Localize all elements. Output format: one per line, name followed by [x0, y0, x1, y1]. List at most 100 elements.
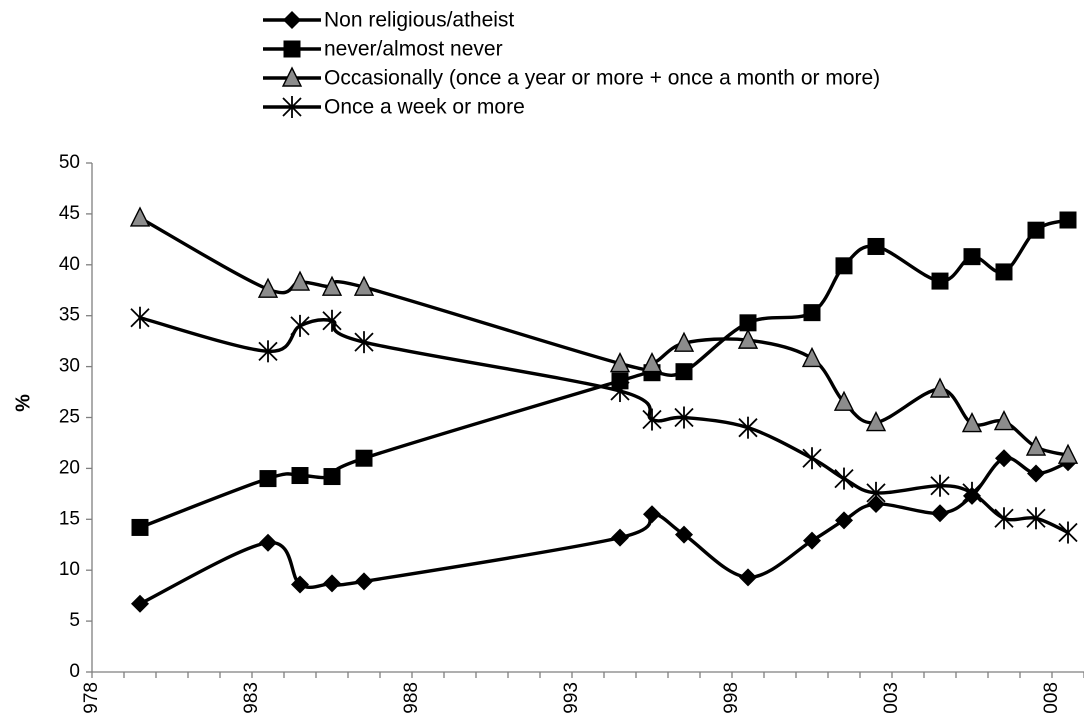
data-point-triangle [993, 410, 1015, 431]
legend: Non religious/atheist never/almost never O… [263, 9, 880, 119]
x-tick-label: 1983 [241, 682, 262, 713]
legend-label: Occasionally (once a year or more + once… [324, 67, 880, 90]
legend-label: Non religious/atheist [324, 9, 514, 32]
axes: 0 5 10 15 20 25 30 35 40 45 50 1978 1983 1988 1993 199… [12, 152, 1084, 713]
data-point-diamond [675, 525, 693, 544]
data-point-square [131, 518, 149, 536]
data-point-asterisk [994, 507, 1014, 530]
data-point-asterisk [258, 340, 278, 363]
data-point-diamond [867, 495, 885, 514]
x-ticks: 1978 1983 1988 1993 1998 2003 2008 [81, 672, 1084, 713]
x-tick-label: 1993 [561, 682, 582, 713]
data-point-triangle [673, 331, 695, 352]
y-tick-label: 10 [59, 559, 80, 580]
y-tick-label: 35 [59, 305, 80, 326]
data-point-square [835, 257, 853, 275]
y-axis-title: % [12, 394, 34, 412]
data-point-diamond [291, 575, 309, 594]
y-tick-label: 25 [59, 407, 80, 428]
data-point-triangle [737, 328, 759, 349]
y-tick-label: 20 [59, 457, 80, 478]
x-tick-label: 1978 [81, 682, 102, 713]
y-ticks: 0 5 10 15 20 25 30 35 40 45 50 [59, 152, 92, 682]
data-point-diamond [835, 511, 853, 530]
data-point-diamond [611, 528, 629, 547]
data-point-asterisk [610, 380, 630, 403]
series-line [138, 456, 1070, 606]
series-triangle [129, 206, 1079, 464]
data-point-square [355, 449, 373, 467]
legend-marker-asterisk [282, 96, 302, 118]
data-point-asterisk [354, 331, 374, 354]
y-tick-label: 45 [59, 203, 80, 224]
data-point-square [867, 237, 885, 255]
data-point-square [931, 272, 949, 290]
data-point-asterisk [738, 416, 758, 439]
data-point-triangle [353, 275, 375, 296]
y-tick-label: 40 [59, 254, 80, 275]
legend-entry: never/almost never [263, 38, 503, 61]
data-point-diamond [355, 572, 373, 591]
data-point-asterisk [642, 408, 662, 431]
series-asterisk [130, 306, 1078, 544]
legend-label: Once a week or more [324, 96, 525, 119]
data-point-square [291, 467, 309, 485]
legend-marker-diamond [283, 11, 301, 29]
data-point-square [803, 304, 821, 322]
legend-entry: Non religious/atheist [263, 9, 514, 32]
data-point-diamond [1027, 464, 1045, 483]
x-tick-label: 1988 [401, 682, 422, 713]
data-point-triangle [257, 277, 279, 298]
x-tick-label: 1998 [721, 682, 742, 713]
data-point-triangle [929, 377, 951, 398]
data-point-diamond [259, 533, 277, 552]
data-point-triangle [961, 412, 983, 433]
data-point-triangle [641, 351, 663, 373]
data-point-triangle [833, 390, 855, 411]
data-point-asterisk [930, 474, 950, 497]
legend-marker-triangle [281, 66, 303, 87]
legend-marker-square [283, 40, 301, 58]
data-point-square [1059, 211, 1077, 229]
data-point-triangle [1057, 443, 1079, 464]
data-point-diamond [995, 449, 1013, 468]
data-point-triangle [609, 351, 631, 373]
data-point-triangle [129, 206, 151, 227]
data-point-asterisk [674, 406, 694, 429]
data-point-asterisk [290, 314, 310, 337]
data-point-diamond [739, 568, 757, 587]
data-point-square [1027, 221, 1045, 239]
data-point-asterisk [866, 481, 886, 504]
data-point-asterisk [322, 309, 342, 332]
data-point-asterisk [1026, 507, 1046, 530]
y-tick-label: 30 [59, 356, 80, 377]
data-point-square [675, 363, 693, 381]
y-tick-label: 5 [69, 610, 80, 631]
series-line [138, 216, 1070, 457]
x-tick-label: 2008 [1041, 682, 1062, 713]
data-point-asterisk [802, 447, 822, 470]
data-point-square [259, 470, 277, 488]
y-tick-label: 0 [69, 661, 80, 682]
data-point-square [323, 468, 341, 486]
data-point-triangle [865, 411, 887, 432]
data-point-triangle [321, 275, 343, 296]
data-point-triangle [1025, 435, 1047, 456]
data-point-diamond [643, 505, 661, 524]
data-point-asterisk [962, 481, 982, 504]
legend-entry: Once a week or more [263, 96, 525, 119]
data-point-diamond [323, 574, 341, 593]
y-tick-label: 50 [59, 152, 80, 173]
data-point-asterisk [130, 306, 150, 329]
plot-area [129, 206, 1079, 613]
data-point-triangle [289, 270, 311, 291]
data-point-diamond [131, 594, 149, 613]
series-square [131, 211, 1077, 536]
y-tick-label: 15 [59, 508, 80, 529]
series-line [138, 218, 1070, 530]
x-tick-label: 2003 [881, 682, 902, 713]
series-line [138, 316, 1070, 535]
data-point-square [995, 263, 1013, 281]
legend-entry: Occasionally (once a year or more + once… [263, 66, 880, 90]
data-point-asterisk [1058, 521, 1078, 544]
